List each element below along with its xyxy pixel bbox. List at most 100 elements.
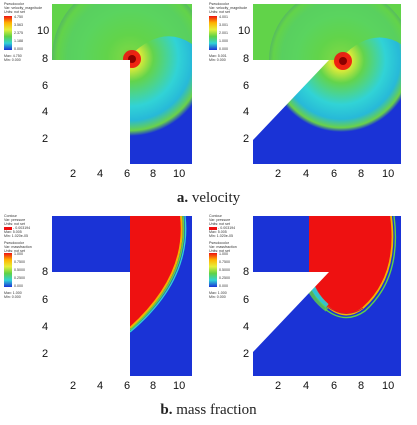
contour-swatch [209,226,217,230]
legend-contour-max: Max: 5.005 [209,230,227,235]
mass-left-field [52,216,192,376]
y-tick: 8 [243,53,250,65]
y-tick: 8 [243,266,250,278]
x-tick: 10 [173,380,186,392]
legend-contour-units: Units: not set [209,222,230,227]
legend-min: Min: 0.000 [209,58,226,62]
x-tick: 4 [97,380,104,392]
legend-title: Pseudocolor [209,2,229,6]
legend-title: Pseudocolor [4,240,24,245]
legend-max: Max: 1.000 [209,291,227,295]
x-tick: 4 [303,168,310,180]
legend-title: Pseudocolor [209,240,229,245]
y-tick: 8 [42,266,49,278]
legend-tick: 1.000 [14,252,23,256]
legend-tick: 0.7500 [14,260,25,264]
legend-colorbar [209,16,217,50]
legend-max: Max: 4.750 [4,54,22,58]
legend-min: Min: 0.000 [4,295,21,299]
legend-contour-min: Min: 1.020e-05 [209,234,233,239]
x-tick: 2 [275,380,282,392]
legend-contour-var: Var: pressure [4,218,26,223]
legend-contour-units: Units: not set [4,222,25,227]
y-tick: 2 [42,348,49,360]
velocity-left-panel: Pseudocolor Var: velocity_magnitude Unit… [0,0,205,185]
legend-tick: 0.5000 [14,268,25,272]
legend-tick: 0.7500 [219,260,230,264]
legend-min: Min: 0.000 [4,58,21,62]
x-tick: 8 [358,380,365,392]
legend-contour-min: Min: 1.020e-05 [4,234,28,239]
velocity-left-plot [52,4,192,164]
legend-var: Var: velocity_magnitude [209,6,248,11]
y-tick: 10 [37,25,50,37]
y-tick: 4 [42,106,49,118]
legend-tick: 3.563 [14,23,23,27]
x-tick: 2 [70,380,77,392]
legend-tick: 0.000 [14,47,23,51]
legend-tick: 0.2500 [14,276,25,280]
x-tick: 2 [70,168,77,180]
caption-b-text: mass fraction [176,402,257,418]
y-tick: 6 [42,294,49,306]
legend-contour-value-text: - 0.003194 [218,226,236,231]
x-tick: 2 [275,168,282,180]
mass-left-panel: Contour Var: pressure Units: not set - 0… [0,212,205,397]
legend-tick: 0.5000 [219,268,230,272]
x-tick: 6 [124,168,131,180]
x-tick: 10 [382,168,395,180]
legend-contour-value: - 0.003194 [209,226,253,230]
y-tick: 2 [243,348,250,360]
x-tick: 6 [124,380,131,392]
legend-units: Units: not set [4,10,25,15]
mass-right-field [253,216,401,376]
legend-title: Pseudocolor [4,2,24,6]
x-tick: 4 [303,380,310,392]
legend-units: Units: not set [4,248,25,253]
legend-colorbar [4,16,12,50]
y-tick: 6 [243,80,250,92]
legend-contour-value: - 0.003194 [4,226,48,230]
legend-tick: 0.000 [219,47,228,51]
y-tick: 2 [42,133,49,145]
legend-tick: 2.375 [14,31,23,35]
x-tick: 8 [150,168,157,180]
legend-min: Min: 0.000 [209,295,226,299]
legend-tick: 0.000 [219,284,228,288]
legend-tick: 2.001 [219,31,228,35]
y-tick: 8 [42,53,49,65]
legend-var: Var: velocity_magnitude [4,6,43,11]
x-tick: 6 [331,380,338,392]
caption-a-text: velocity [191,190,241,206]
legend-tick: 1.000 [219,39,228,43]
legend-tick: 0.2500 [219,276,230,280]
y-tick: 4 [42,321,49,333]
x-tick: 6 [331,168,338,180]
legend-max: Max: 1.000 [4,291,22,295]
legend-tick: 3.001 [219,23,228,27]
y-tick: 4 [243,106,250,118]
legend-var: Var: massfraction [209,244,237,249]
x-tick: 8 [150,380,157,392]
caption-a-letter: a. [176,190,189,206]
x-tick: 8 [358,168,365,180]
velocity-left-field [52,4,192,164]
velocity-right-legend: Pseudocolor Var: velocity_magnitude Unit… [209,2,253,82]
caption-b-letter: b. [160,402,173,418]
caption-a: a. velocity [0,190,417,207]
y-tick: 2 [243,133,250,145]
contour-swatch [4,226,12,230]
mass-left-legend: Contour Var: pressure Units: not set - 0… [4,214,48,324]
y-tick: 10 [238,25,251,37]
velocity-right-plot [253,4,401,164]
legend-tick: 0.000 [14,284,23,288]
legend-contour-var: Var: pressure [209,218,231,223]
legend-tick: 4.750 [14,15,23,19]
legend-contour-max: Max: 5.005 [4,230,22,235]
y-tick: 6 [42,80,49,92]
velocity-left-legend: Pseudocolor Var: velocity_magnitude Unit… [4,2,48,82]
legend-contour: Contour [209,214,222,218]
legend-tick: 1.188 [14,39,23,43]
mass-right-legend: Contour Var: pressure Units: not set - 0… [209,214,253,324]
y-tick: 6 [243,294,250,306]
